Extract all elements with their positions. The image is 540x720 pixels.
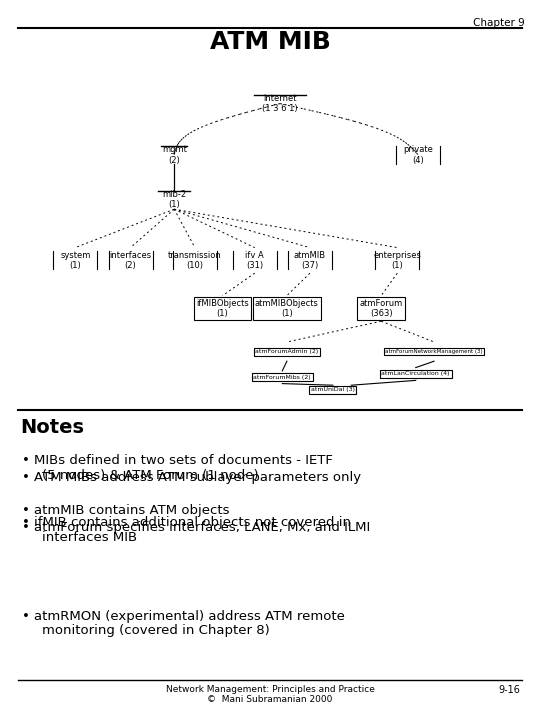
- Text: atmMIB contains ATM objects: atmMIB contains ATM objects: [34, 504, 230, 517]
- Text: atmLanCirculation (4): atmLanCirculation (4): [381, 372, 450, 377]
- Text: •: •: [22, 471, 30, 484]
- Text: ifMIBObjects
(1): ifMIBObjects (1): [196, 299, 249, 318]
- Text: ATM MIBs address ATM sublayer parameters only: ATM MIBs address ATM sublayer parameters…: [34, 471, 361, 484]
- Text: atmForumNetworkManagement (3): atmForumNetworkManagement (3): [385, 349, 483, 354]
- Text: 9-16: 9-16: [498, 685, 520, 695]
- Text: atmForum
(363): atmForum (363): [360, 299, 403, 318]
- Text: atmForumMibs (2): atmForumMibs (2): [253, 374, 311, 379]
- Text: •: •: [22, 454, 30, 467]
- Text: •: •: [22, 521, 30, 534]
- Text: atmMIB
(37): atmMIB (37): [294, 251, 326, 270]
- Text: atmRMON (experimental) address ATM remote: atmRMON (experimental) address ATM remot…: [34, 610, 345, 623]
- Text: atmUniDai (3): atmUniDai (3): [311, 387, 355, 392]
- Text: •: •: [22, 516, 30, 529]
- Text: ifMIB contains additional objects not covered in: ifMIB contains additional objects not co…: [34, 516, 351, 529]
- Text: private
(4): private (4): [403, 145, 433, 164]
- Text: Network Management: Principles and Practice
©  Mani Subramanian 2000: Network Management: Principles and Pract…: [166, 685, 374, 704]
- Text: MIBs defined in two sets of documents - IETF: MIBs defined in two sets of documents - …: [34, 454, 333, 467]
- Text: system
(1): system (1): [60, 251, 91, 270]
- Text: Notes: Notes: [20, 418, 84, 437]
- Text: mib-2
(1): mib-2 (1): [162, 190, 186, 210]
- Text: atmMIBObjects
(1): atmMIBObjects (1): [255, 299, 319, 318]
- Text: Chapter 9: Chapter 9: [473, 18, 525, 28]
- Text: (5 nodes) & ATM Forum (1 node): (5 nodes) & ATM Forum (1 node): [42, 469, 259, 482]
- Text: •: •: [22, 504, 30, 517]
- Text: internet
(1 3 6 1): internet (1 3 6 1): [262, 94, 298, 113]
- Text: atmForum specifies interfaces, LANE, Mx, and ILMI: atmForum specifies interfaces, LANE, Mx,…: [34, 521, 370, 534]
- Text: transmission
(10): transmission (10): [168, 251, 222, 270]
- Text: interfaces MIB: interfaces MIB: [42, 531, 137, 544]
- Text: •: •: [22, 610, 30, 623]
- Text: mgmt
(2): mgmt (2): [162, 145, 187, 164]
- Text: interfaces
(2): interfaces (2): [110, 251, 152, 270]
- Text: atmForumAdmin (2): atmForumAdmin (2): [255, 349, 319, 354]
- Text: monitoring (covered in Chapter 8): monitoring (covered in Chapter 8): [42, 624, 270, 637]
- Text: ATM MIB: ATM MIB: [210, 30, 330, 54]
- Text: ifv A
(31): ifv A (31): [245, 251, 264, 270]
- Text: enterprises
(1): enterprises (1): [373, 251, 421, 270]
